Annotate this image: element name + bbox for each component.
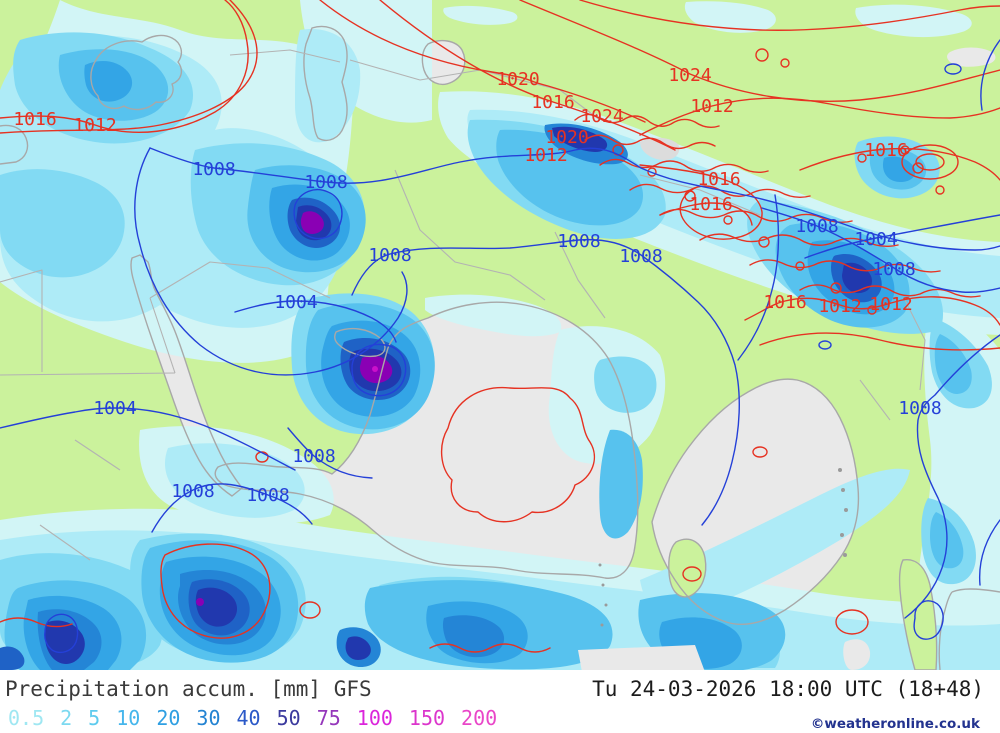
- pressure-label: 1020: [496, 69, 539, 90]
- pressure-label: 1008: [292, 446, 335, 467]
- pressure-label: 1008: [872, 259, 915, 280]
- precipitation-layer: [0, 0, 1000, 670]
- legend-value-0.5: 0.5: [8, 706, 45, 730]
- pressure-label: 1016: [531, 92, 574, 113]
- pressure-label: 1024: [580, 106, 623, 127]
- map-title: Precipitation accum. [mm] GFS: [5, 677, 372, 701]
- sea-gap-layer: [578, 137, 871, 670]
- map-datetime: Tu 24-03-2026 18:00 UTC (18+48): [592, 677, 984, 701]
- pressure-label: 1004: [854, 229, 897, 250]
- pressure-label: 1008: [795, 216, 838, 237]
- pressure-label: 1004: [274, 292, 317, 313]
- precipitation-map: 1016 1012 1008 1008 1020 1016 1024 1012 1024 1020…: [0, 0, 1000, 670]
- attribution: ©weatheronline.co.uk: [810, 716, 980, 732]
- pressure-label: 1008: [304, 172, 347, 193]
- pressure-label: 1016: [697, 169, 740, 190]
- pressure-label: 1008: [619, 246, 662, 267]
- pressure-label: 1008: [171, 481, 214, 502]
- pressure-label: 1008: [246, 485, 289, 506]
- pressure-label: 1004: [93, 398, 136, 419]
- legend-value-100: 100: [356, 706, 393, 730]
- pressure-label: 1008: [192, 159, 235, 180]
- pressure-label: 1016: [13, 109, 56, 130]
- legend-value-50: 50: [276, 706, 301, 730]
- legend: 0.5 2 5 10 20 30 40 50 75 100 150 200: [8, 706, 497, 730]
- pressure-labels-layer: 1016 101210081008102010161024101210241020…: [13, 65, 941, 506]
- legend-value-10: 10: [116, 706, 141, 730]
- pressure-label: 1024: [668, 65, 711, 86]
- pressure-label: 1016: [689, 194, 732, 215]
- pressure-label: 1012: [818, 296, 861, 317]
- legend-value-20: 20: [156, 706, 181, 730]
- isobar-high-layer: [0, 0, 1000, 653]
- pressure-label: 1016: [763, 292, 806, 313]
- legend-value-150: 150: [408, 706, 446, 730]
- pressure-label: 1020: [545, 127, 588, 148]
- legend-value-200: 200: [461, 706, 498, 730]
- pressure-label: 1012: [690, 96, 733, 117]
- pressure-label: 1008: [368, 245, 411, 266]
- legend-value-2: 2: [60, 706, 73, 730]
- pressure-label: 1008: [898, 398, 941, 419]
- legend-value-75: 75: [316, 706, 341, 730]
- pressure-label: 1012: [869, 294, 912, 315]
- pressure-label: 1012: [524, 145, 567, 166]
- legend-value-40: 40: [236, 706, 261, 730]
- isobar-low-layer: [0, 39, 1000, 654]
- pressure-label: 1012: [73, 115, 116, 136]
- pressure-label: 1016: [864, 140, 907, 161]
- legend-value-30: 30: [196, 706, 221, 730]
- pressure-label: 1008: [557, 231, 600, 252]
- legend-value-5: 5: [88, 706, 101, 730]
